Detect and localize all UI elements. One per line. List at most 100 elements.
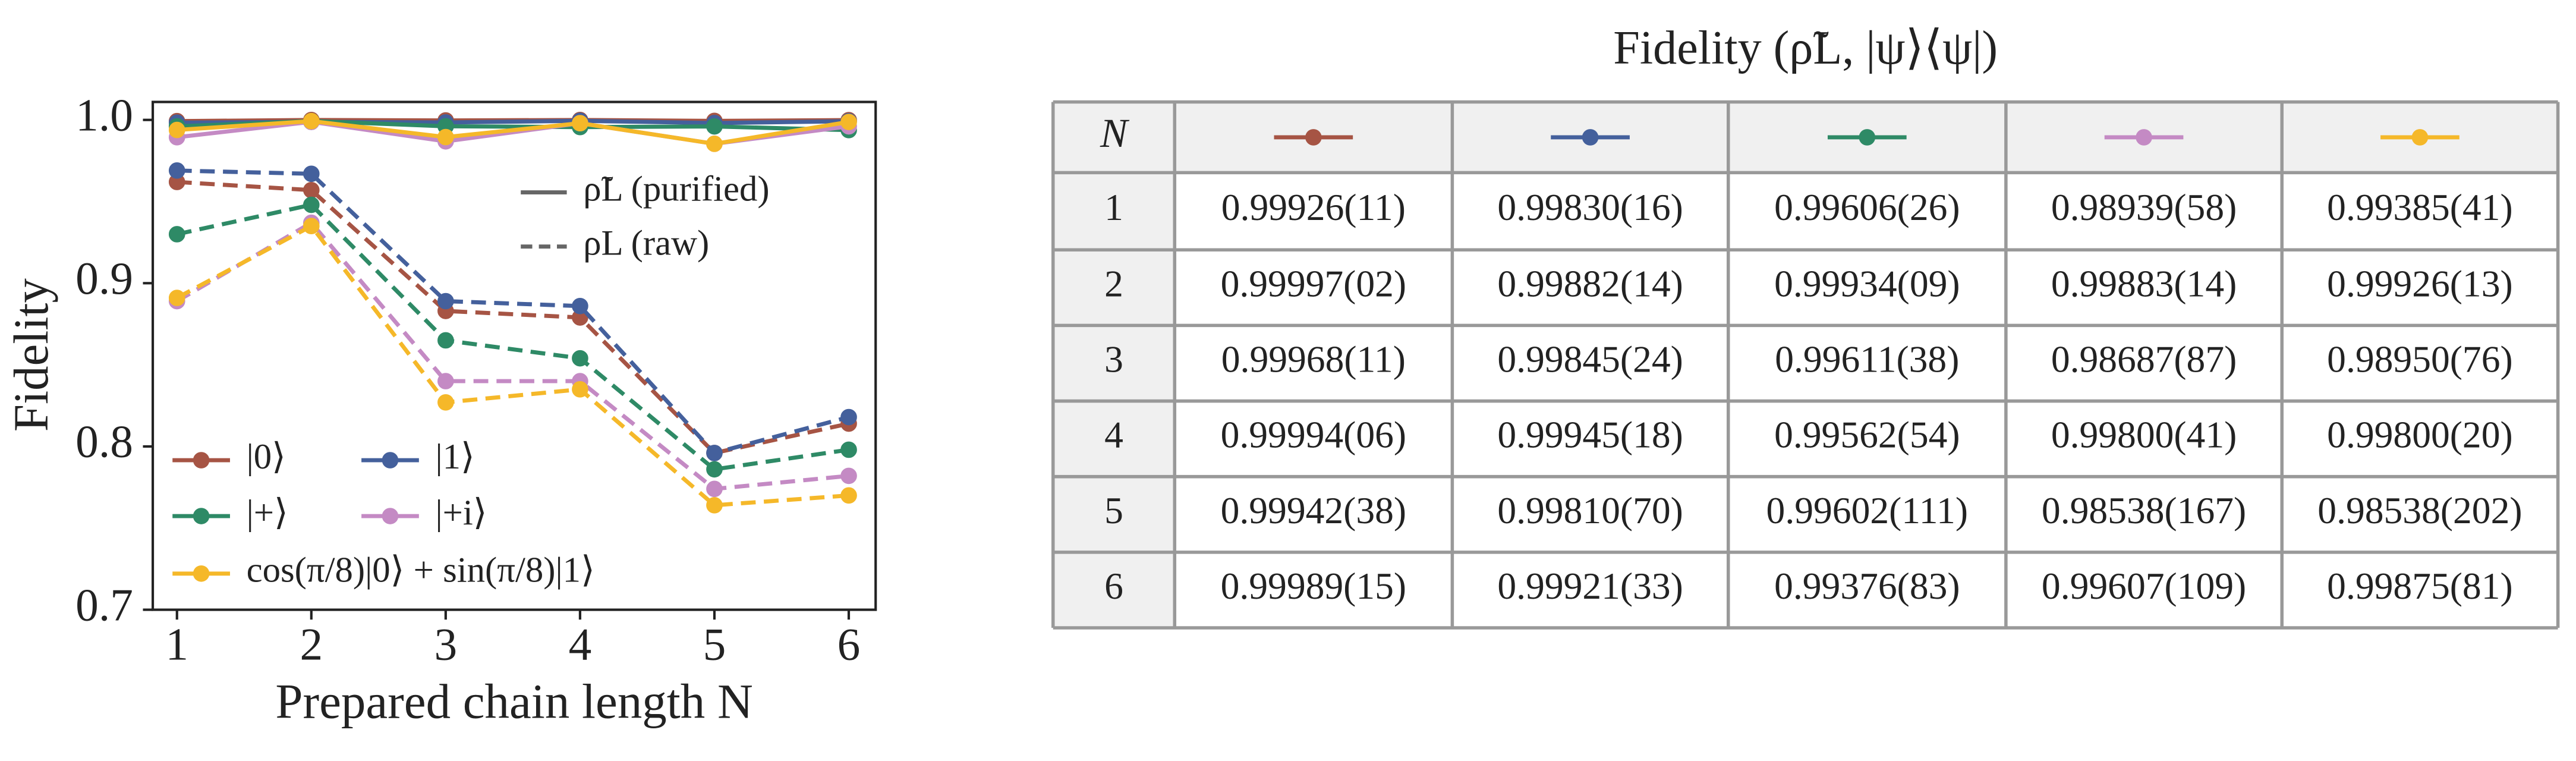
x-tick-label: 2 <box>300 619 323 670</box>
legend-label: |+⟩ <box>247 493 288 533</box>
table-cell: 0.99942(38) <box>1221 489 1406 532</box>
row-label: 5 <box>1104 489 1123 532</box>
table-cell: 0.99602(111) <box>1766 489 1969 532</box>
point <box>840 114 857 130</box>
point <box>437 373 454 389</box>
point <box>572 381 588 398</box>
table-cell: 0.99875(81) <box>2327 565 2512 607</box>
point <box>168 121 185 139</box>
row-label: 3 <box>1104 338 1123 380</box>
table-cell: 0.99945(18) <box>1497 414 1683 456</box>
x-tick-label: 3 <box>434 619 458 670</box>
table-cell: 0.99968(11) <box>1221 338 1406 380</box>
point <box>437 293 454 310</box>
x-tick-label: 1 <box>165 619 188 670</box>
table-cell: 0.99607(109) <box>2042 565 2246 607</box>
legend-style-label: ρ̃L (purified) <box>583 169 769 209</box>
point <box>572 297 588 315</box>
legend-style-label: ρL (raw) <box>583 224 709 263</box>
legend-label: |0⟩ <box>247 437 286 477</box>
row-label: 6 <box>1104 565 1123 607</box>
point <box>168 226 185 243</box>
row-label: 1 <box>1104 186 1123 228</box>
table-cell: 0.99926(11) <box>1221 186 1406 228</box>
point <box>437 394 454 411</box>
table-cell: 0.99830(16) <box>1497 186 1683 228</box>
point <box>168 162 185 179</box>
point <box>437 332 454 349</box>
legend-label: |+i⟩ <box>435 493 487 533</box>
point <box>437 128 454 146</box>
column-swatch-marker <box>1305 129 1322 146</box>
table-cell: 0.99810(70) <box>1497 489 1683 532</box>
point <box>706 445 723 461</box>
column-swatch-marker <box>2411 129 2429 146</box>
point <box>706 497 723 514</box>
legend-marker <box>382 508 399 524</box>
table-cell: 0.99606(26) <box>1774 186 1960 228</box>
legend-marker <box>193 508 210 524</box>
table-cell: 0.99926(13) <box>2327 262 2512 304</box>
table-cell: 0.99611(38) <box>1775 338 1959 380</box>
table-cell: 0.98950(76) <box>2327 338 2512 380</box>
x-tick-label: 4 <box>569 619 592 670</box>
row-label: 4 <box>1104 414 1123 456</box>
table-index-bg <box>1053 102 1175 628</box>
table-cell: 0.99376(83) <box>1774 565 1960 607</box>
point <box>840 408 857 426</box>
table-cell: 0.99994(06) <box>1221 414 1406 456</box>
point <box>706 461 723 478</box>
column-swatch-marker <box>1582 129 1599 146</box>
table-cell: 0.98939(58) <box>2051 186 2237 228</box>
y-axis-label: Fidelity <box>4 278 58 432</box>
point <box>840 441 857 458</box>
raw-line <box>176 223 849 508</box>
point <box>572 115 588 132</box>
table-cell: 0.99934(09) <box>1774 262 1960 304</box>
plot-frame <box>151 100 877 611</box>
table-cell: 0.99989(15) <box>1221 565 1406 607</box>
column-swatch-marker <box>2136 129 2152 146</box>
table-cell: 0.99997(02) <box>1221 262 1406 304</box>
legend-marker <box>193 565 210 582</box>
y-tick-label: 1.0 <box>75 89 133 140</box>
y-tick-label: 0.8 <box>75 416 133 467</box>
table-header: N <box>1100 110 1130 156</box>
purified-line <box>177 119 849 146</box>
table-cell: 0.99800(41) <box>2051 414 2237 456</box>
table-cell: 0.99385(41) <box>2327 186 2512 228</box>
raw-line <box>177 180 849 455</box>
point <box>706 118 723 135</box>
table-cell: 0.98538(167) <box>2042 489 2246 532</box>
x-tick-label: 6 <box>837 619 861 670</box>
raw-line <box>177 168 849 455</box>
column-swatch-marker <box>1859 129 1876 146</box>
table-cell: 0.99800(20) <box>2327 414 2512 456</box>
row-label: 2 <box>1104 262 1123 304</box>
y-tick-label: 0.7 <box>75 579 133 630</box>
point <box>706 136 723 152</box>
x-axis-label: Prepared chain length N <box>275 674 752 729</box>
point <box>706 480 723 498</box>
table-cell: 0.99562(54) <box>1774 414 1960 456</box>
table-cell: 0.98538(202) <box>2317 489 2522 532</box>
point <box>303 112 320 130</box>
table-cell: 0.99921(33) <box>1497 565 1683 607</box>
legend-label: cos(π/8)|0⟩ + sin(π/8)|1⟩ <box>247 551 595 590</box>
point <box>572 350 588 367</box>
point <box>840 487 857 504</box>
table-title: Fidelity (ρ̃L, |ψ⟩⟨ψ|) <box>1613 22 1998 74</box>
y-tick-label: 0.9 <box>75 253 133 304</box>
table-cell: 0.99882(14) <box>1497 262 1683 304</box>
legend-marker <box>382 452 399 468</box>
table-cell: 0.99883(14) <box>2051 262 2237 304</box>
table-cell: 0.98687(87) <box>2051 338 2237 380</box>
raw-line <box>177 202 849 472</box>
point <box>168 290 185 306</box>
table-cell: 0.99845(24) <box>1497 338 1683 380</box>
point <box>303 165 320 183</box>
legend-label: |1⟩ <box>435 437 474 477</box>
point <box>303 218 320 235</box>
legend-marker <box>193 452 210 468</box>
